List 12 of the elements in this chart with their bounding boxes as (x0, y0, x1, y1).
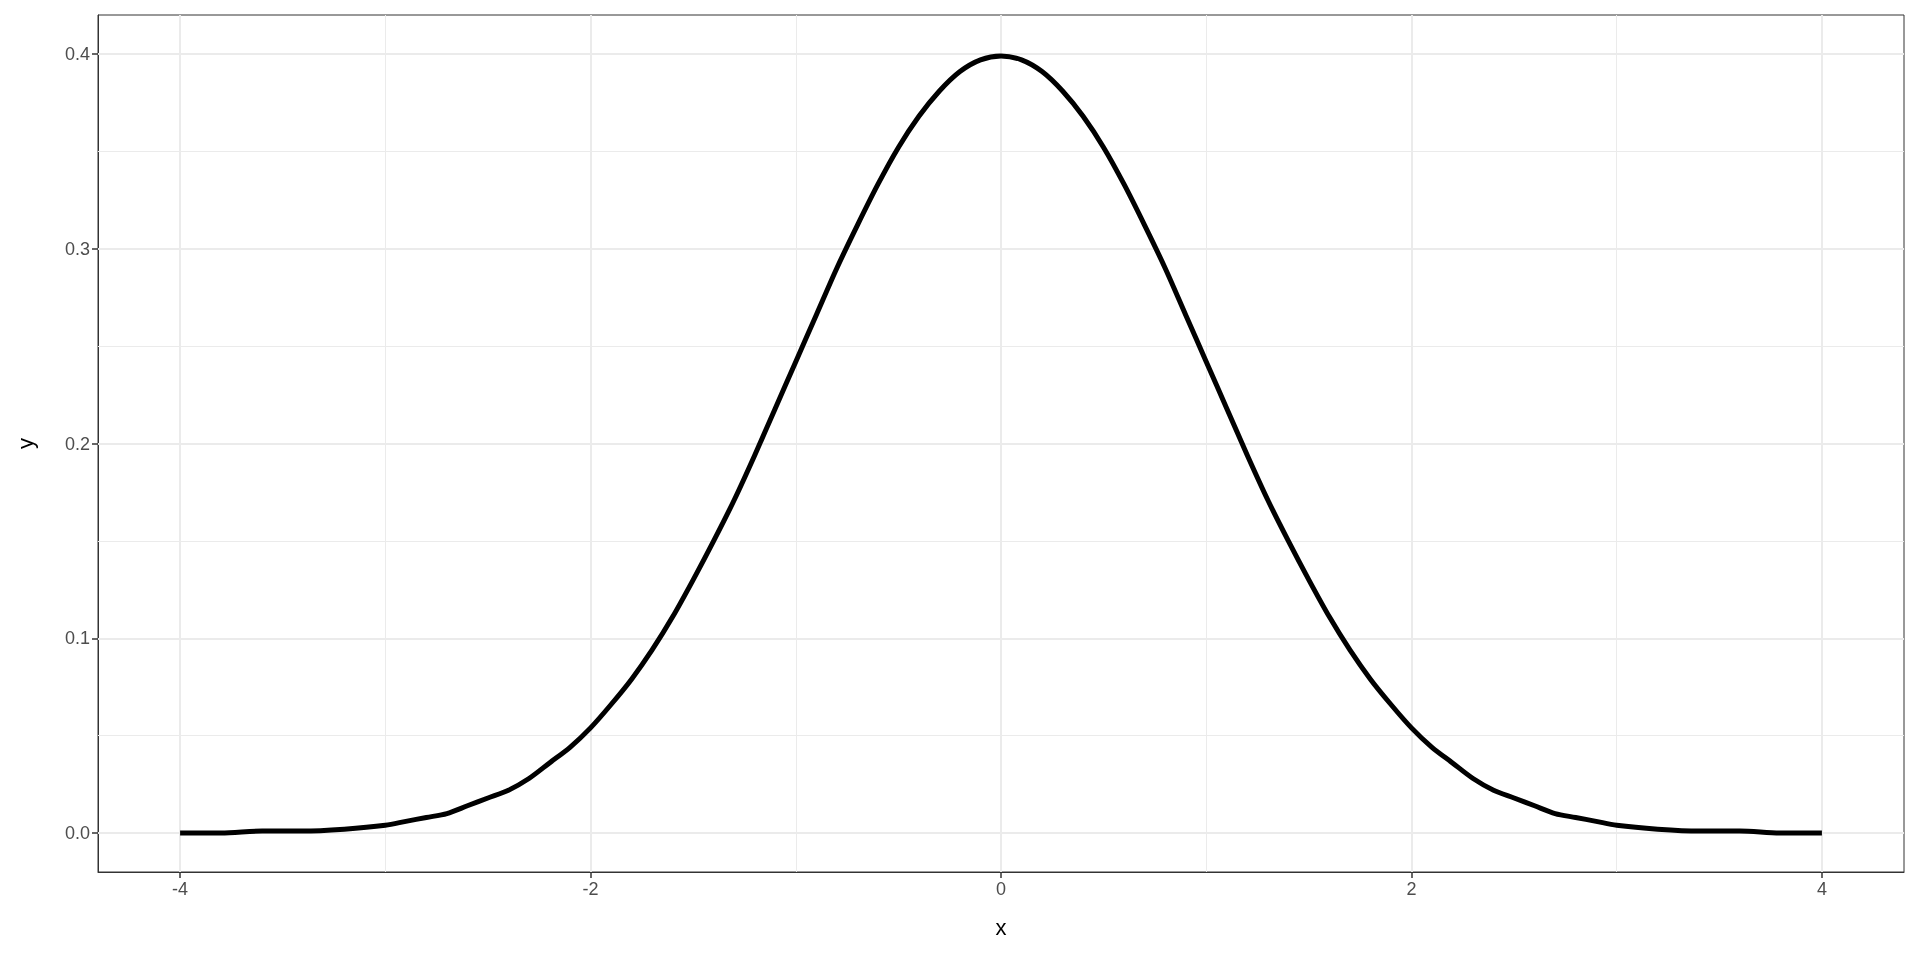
x-tick-label: 4 (1816, 879, 1827, 899)
y-tick-label: 0.3 (64, 238, 90, 259)
x-tick-label: 0 (995, 879, 1007, 899)
y-tick-label: 0.0 (64, 823, 90, 844)
x-tick-label: 2 (1406, 879, 1417, 899)
x-tick-label: -4 (172, 879, 189, 899)
y-tick-label: 0.4 (64, 43, 90, 64)
y-tick-label: 0.1 (64, 628, 90, 649)
y-tick-label: 0.2 (64, 433, 90, 454)
x-axis-title: x (995, 914, 1007, 940)
y-axis-title: y (12, 438, 38, 449)
x-tick-label: -2 (582, 879, 599, 899)
